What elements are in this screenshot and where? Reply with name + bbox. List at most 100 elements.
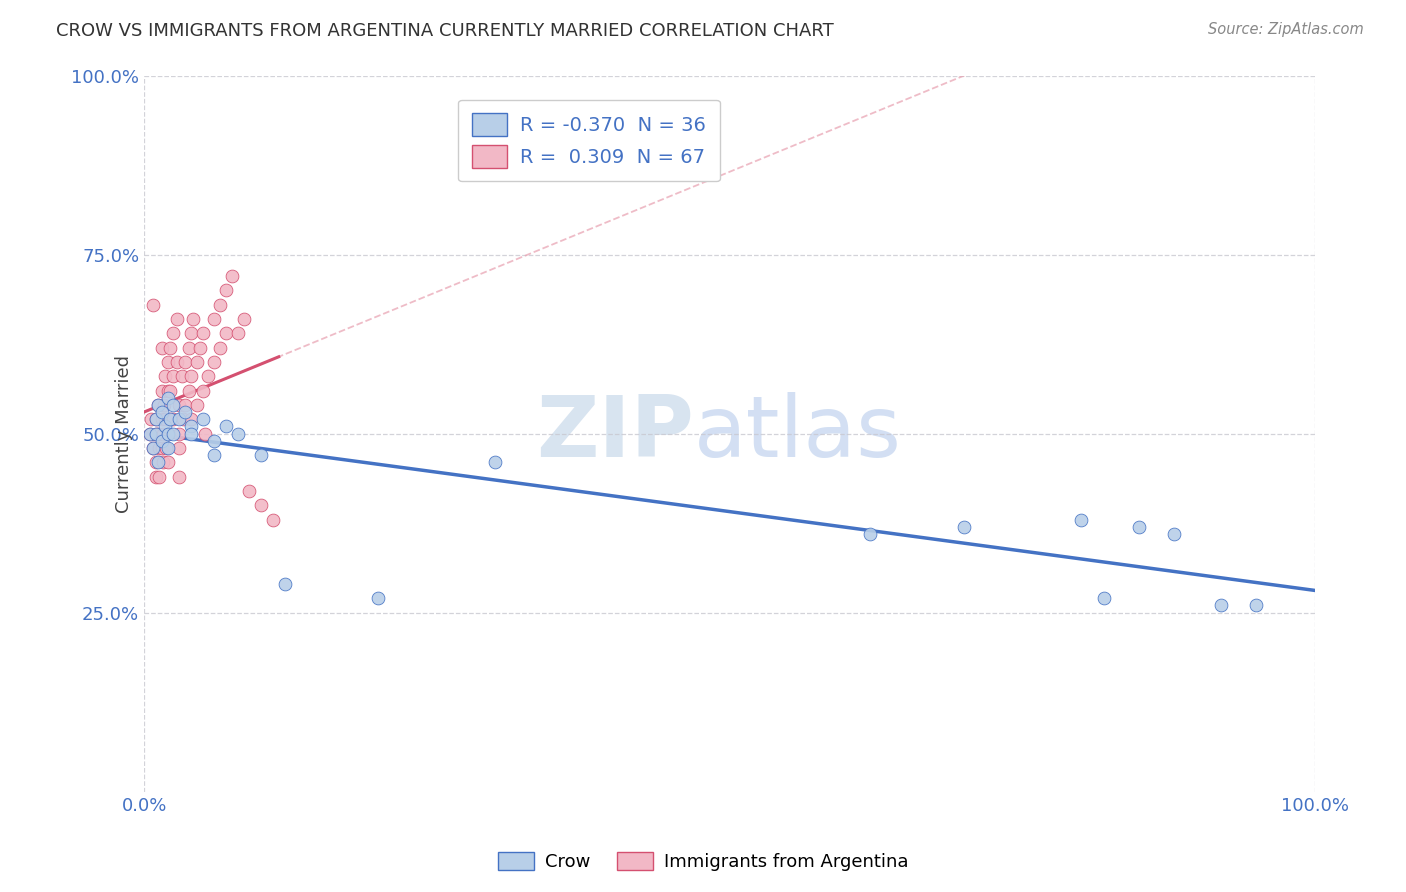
Point (145, 469, 167, 483)
Point (172, 412, 194, 426)
Point (156, 441, 179, 455)
Point (159, 341, 181, 355)
Point (146, 455, 169, 469)
Point (180, 426, 202, 441)
Point (202, 355, 225, 369)
Point (188, 341, 211, 355)
Point (166, 355, 188, 369)
Point (152, 426, 174, 441)
Point (162, 326, 184, 341)
Point (262, 512, 284, 526)
Point (150, 384, 173, 398)
Point (146, 398, 169, 412)
Point (139, 426, 162, 441)
Point (145, 426, 167, 441)
Point (180, 412, 202, 426)
Point (167, 441, 190, 455)
Y-axis label: Currently Married: Currently Married (115, 355, 134, 513)
Text: atlas: atlas (695, 392, 903, 475)
Point (859, 527, 882, 541)
Point (202, 448, 225, 462)
Point (155, 441, 177, 455)
Point (367, 591, 389, 606)
Point (153, 412, 176, 426)
Point (156, 391, 179, 405)
Point (273, 577, 295, 591)
Point (150, 341, 173, 355)
Point (191, 384, 214, 398)
Point (1246, 599, 1268, 613)
Point (194, 426, 217, 441)
Point (1128, 519, 1150, 533)
Point (148, 441, 170, 455)
Point (145, 426, 167, 441)
Point (142, 298, 165, 312)
Point (177, 341, 200, 355)
Point (215, 284, 238, 298)
Point (952, 519, 974, 533)
Point (153, 419, 176, 434)
Text: CROW VS IMMIGRANTS FROM ARGENTINA CURRENTLY MARRIED CORRELATION CHART: CROW VS IMMIGRANTS FROM ARGENTINA CURREN… (56, 22, 834, 40)
Point (146, 426, 169, 441)
Point (180, 419, 202, 434)
Point (232, 312, 254, 326)
Point (221, 268, 243, 283)
Point (484, 455, 506, 469)
Point (167, 398, 190, 412)
Point (186, 398, 208, 412)
Point (162, 398, 184, 412)
Point (180, 326, 202, 341)
Point (162, 426, 184, 441)
Point (139, 426, 162, 441)
Point (250, 498, 273, 512)
Point (159, 412, 181, 426)
Point (162, 369, 184, 384)
Point (167, 412, 190, 426)
Point (146, 398, 169, 412)
Point (166, 312, 188, 326)
Point (142, 441, 165, 455)
Point (145, 412, 167, 426)
Point (162, 412, 184, 426)
Point (153, 369, 176, 384)
Point (226, 326, 249, 341)
Point (174, 398, 197, 412)
Point (209, 298, 232, 312)
Point (139, 412, 162, 426)
Point (197, 369, 219, 384)
Point (215, 326, 238, 341)
Point (181, 312, 204, 326)
Point (150, 412, 173, 426)
Point (159, 412, 181, 426)
Point (156, 426, 179, 441)
Point (177, 384, 200, 398)
Point (202, 434, 225, 448)
Point (150, 441, 173, 455)
Point (186, 355, 208, 369)
Point (152, 455, 174, 469)
Point (156, 384, 179, 398)
Point (159, 384, 181, 398)
Point (191, 326, 214, 341)
Point (142, 441, 165, 455)
Legend: Crow, Immigrants from Argentina: Crow, Immigrants from Argentina (491, 845, 915, 879)
Point (174, 405, 197, 419)
Legend: R = -0.370  N = 36, R =  0.309  N = 67: R = -0.370 N = 36, R = 0.309 N = 67 (458, 100, 720, 181)
Text: Source: ZipAtlas.com: Source: ZipAtlas.com (1208, 22, 1364, 37)
Point (153, 398, 176, 412)
Point (180, 369, 202, 384)
Point (209, 341, 232, 355)
Point (145, 412, 167, 426)
Point (170, 369, 193, 384)
Point (156, 355, 179, 369)
Point (1092, 591, 1115, 606)
Point (167, 426, 190, 441)
Point (1211, 599, 1233, 613)
Point (250, 448, 273, 462)
Point (1070, 512, 1092, 526)
Point (215, 419, 238, 434)
Point (156, 426, 179, 441)
Point (150, 405, 173, 419)
Point (191, 412, 214, 426)
Point (174, 355, 197, 369)
